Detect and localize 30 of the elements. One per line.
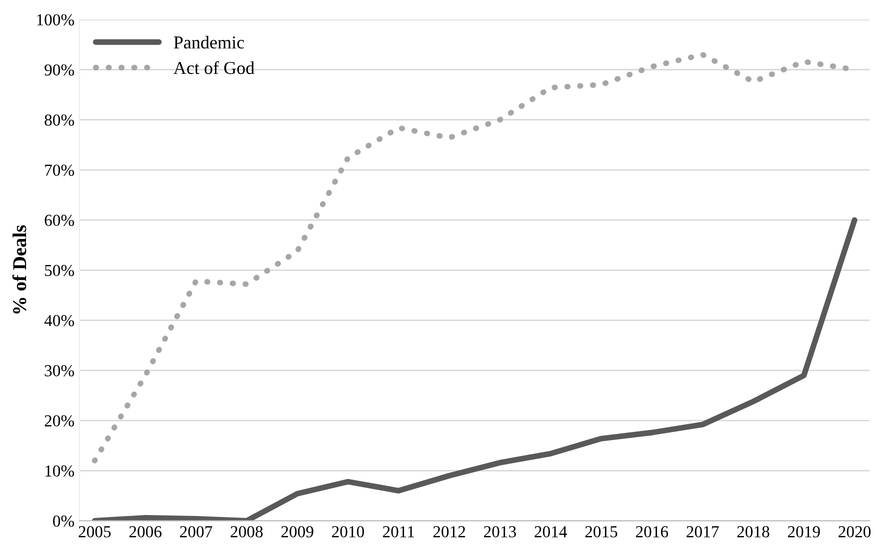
x-tick-label: 2007 [180,526,212,538]
y-tick-label: 80% [44,114,74,126]
y-tick-label: 70% [45,164,74,176]
x-tick-label: 2015 [585,526,618,538]
x-tick-label: 2008 [230,526,263,538]
x-tick-label: 2017 [686,526,719,538]
y-tick-label: 90% [44,64,74,76]
y-axis-title: % of Deals [12,225,26,314]
x-tick-label: 2013 [484,526,516,538]
x-tick-label: 2014 [534,526,568,538]
legend-label: Pandemic [174,36,244,49]
y-tick-label: 40% [44,314,74,326]
y-tick-label: 30% [44,365,74,376]
x-tick-label: 2012 [433,526,466,538]
x-tick-label: 2010 [332,526,364,538]
x-tick-label: 2020 [838,526,871,538]
y-tick-label: 100% [37,14,74,26]
y-tick-label: 10% [46,465,74,477]
x-tick-label: 2005 [78,526,111,538]
x-tick-label: 2016 [636,526,668,538]
y-tick-label: 50% [45,264,74,276]
x-tick-label: 2018 [737,526,770,538]
x-tick-label: 2006 [129,526,162,538]
y-tick-label: 20% [44,415,74,427]
x-tick-label: 2009 [281,526,314,538]
x-tick-label: 2011 [383,526,414,538]
y-tick-label: 0% [53,515,74,527]
y-tick-label: 60% [44,214,74,226]
x-tick-label: 2019 [788,526,820,538]
legend-label: Act of God [174,61,254,74]
